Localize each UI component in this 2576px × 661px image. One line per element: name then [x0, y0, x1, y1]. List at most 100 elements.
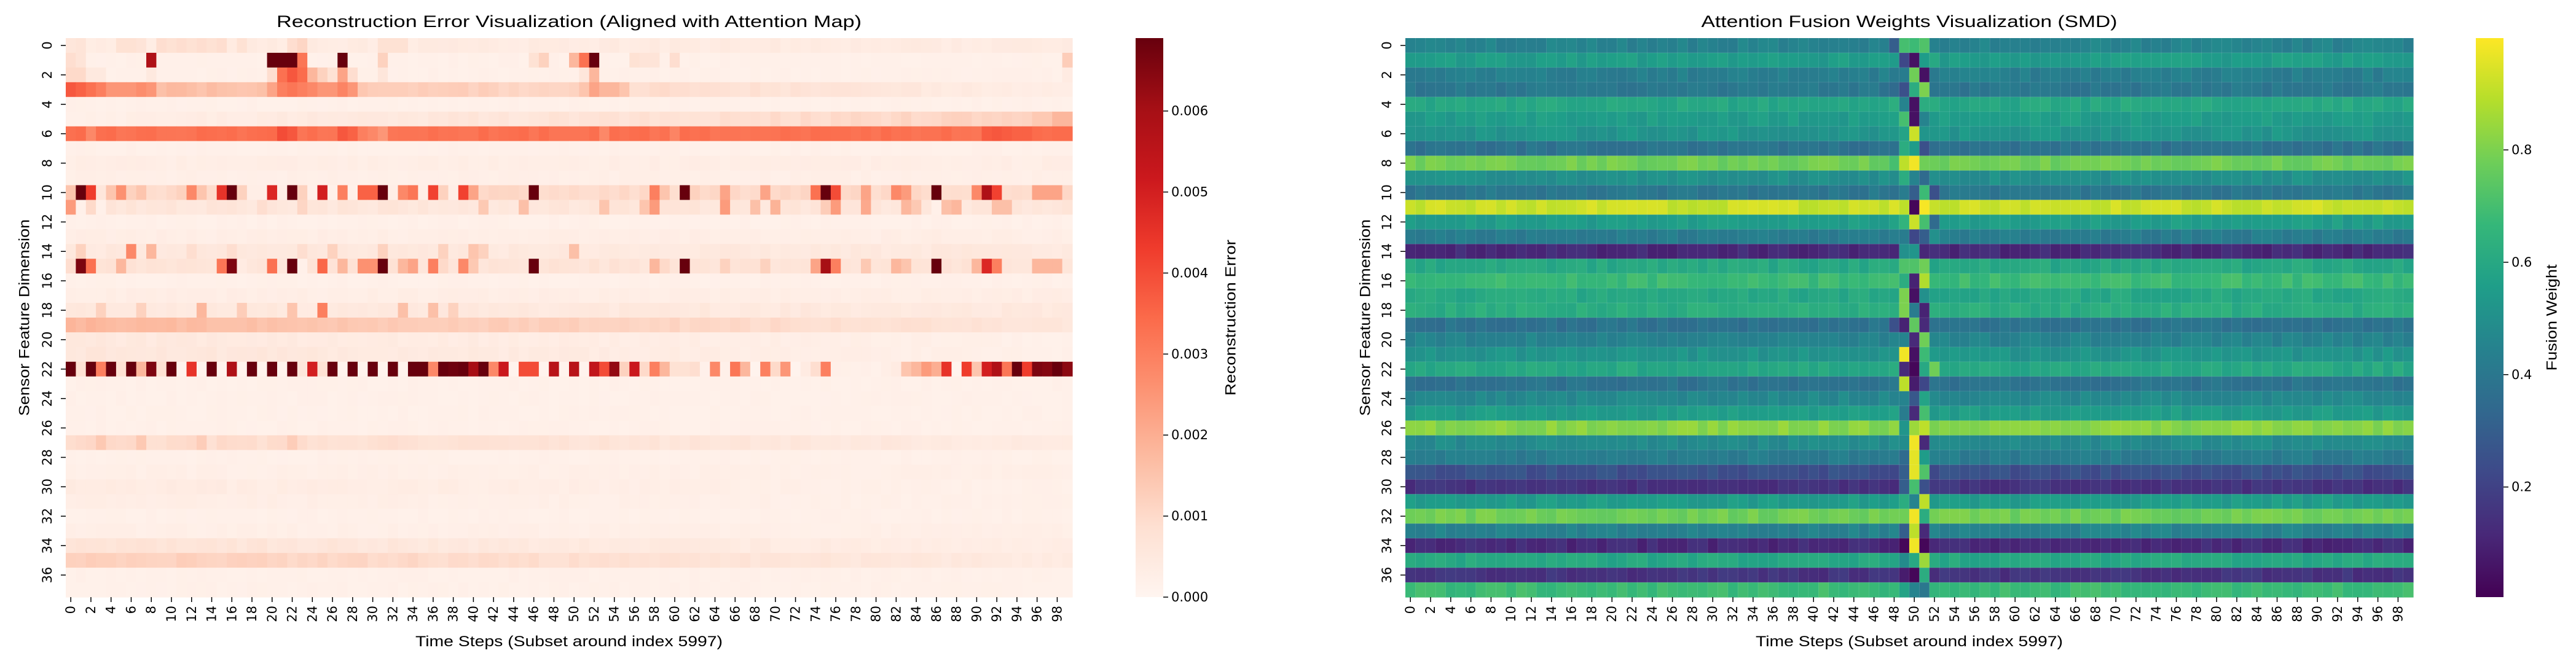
heatmap-cell	[1949, 141, 1960, 157]
heatmap-cell	[619, 67, 630, 83]
heatmap-cell	[1748, 185, 1759, 201]
heatmap-cell	[519, 568, 530, 583]
heatmap-cell	[2373, 155, 2384, 171]
heatmap-cell	[2212, 38, 2222, 53]
heatmap-cell	[2141, 67, 2152, 83]
heatmap-cell	[116, 332, 127, 348]
heatmap-cell	[911, 435, 922, 451]
heatmap-cell	[146, 229, 157, 244]
heatmap-cell	[790, 523, 801, 539]
heatmap-cell	[680, 553, 691, 568]
heatmap-cell	[538, 553, 549, 568]
heatmap-cell	[2080, 52, 2091, 68]
heatmap-cell	[196, 332, 207, 348]
heatmap-cell	[1022, 52, 1033, 68]
heatmap-cell	[327, 273, 338, 289]
heatmap-cell	[730, 259, 741, 274]
heatmap-cell	[2191, 52, 2202, 68]
heatmap-cell	[820, 111, 831, 127]
heatmap-cell	[488, 155, 499, 171]
heatmap-cell	[1062, 523, 1073, 539]
heatmap-cell	[246, 494, 257, 509]
heatmap-cell	[96, 229, 107, 244]
heatmap-cell	[1889, 111, 1900, 127]
heatmap-cell	[841, 391, 852, 407]
heatmap-cell	[830, 185, 841, 201]
heatmap-cell	[297, 141, 308, 157]
heatmap-cell	[1002, 82, 1013, 98]
heatmap-cell	[1778, 38, 1789, 53]
heatmap-cell	[2070, 141, 2081, 157]
x-tick-label: 66	[728, 606, 742, 622]
heatmap-cell	[448, 170, 459, 186]
heatmap-cell	[820, 568, 831, 583]
heatmap-cell	[2141, 82, 2152, 98]
heatmap-cell	[1768, 82, 1779, 98]
heatmap-cell	[2171, 111, 2182, 127]
heatmap-cell	[287, 155, 298, 171]
heatmap-cell	[972, 155, 983, 171]
heatmap-cell	[599, 52, 610, 68]
heatmap-cell	[911, 273, 922, 289]
heatmap-cell	[1939, 170, 1950, 186]
heatmap-cell	[267, 214, 278, 230]
heatmap-cell	[2272, 96, 2283, 112]
heatmap-cell	[468, 435, 479, 451]
heatmap-cell	[458, 67, 469, 83]
heatmap-cell	[961, 303, 972, 318]
heatmap-cell	[246, 52, 257, 68]
heatmap-cell	[1738, 82, 1749, 98]
heatmap-cell	[609, 376, 620, 392]
heatmap-cell	[277, 200, 288, 215]
heatmap-cell	[1798, 38, 1809, 53]
heatmap-cell	[76, 346, 87, 362]
heatmap-cell	[358, 155, 368, 171]
heatmap-cell	[307, 155, 318, 171]
heatmap-cell	[458, 214, 469, 230]
heatmap-cell	[146, 259, 157, 274]
heatmap-cell	[237, 420, 248, 436]
heatmap-cell	[498, 141, 509, 157]
heatmap-cell	[820, 332, 831, 348]
heatmap-cell	[871, 568, 882, 583]
y-tick-label: 10	[40, 184, 55, 201]
heatmap-cell	[156, 141, 167, 157]
heatmap-cell	[418, 229, 429, 244]
heatmap-cell	[891, 553, 902, 568]
heatmap-cell	[841, 538, 852, 553]
heatmap-cell	[710, 185, 721, 201]
heatmap-cell	[257, 126, 268, 142]
heatmap-cell	[85, 214, 96, 230]
heatmap-cell	[156, 420, 167, 436]
heatmap-cell	[347, 582, 358, 598]
heatmap-cell	[388, 464, 399, 480]
heatmap-cell	[750, 52, 761, 68]
heatmap-cell	[991, 38, 1002, 53]
heatmap-cell	[710, 332, 721, 348]
heatmap-cell	[407, 420, 418, 436]
heatmap-cell	[720, 391, 731, 407]
heatmap-cell	[609, 214, 620, 230]
heatmap-cell	[2010, 38, 2020, 53]
heatmap-cell	[911, 244, 922, 259]
heatmap-cell	[176, 38, 187, 53]
heatmap-cell	[659, 553, 670, 568]
heatmap-cell	[1506, 141, 1517, 157]
heatmap-cell	[488, 568, 499, 583]
heatmap-cell	[1697, 141, 1708, 157]
heatmap-cell	[609, 405, 620, 421]
heatmap-cell	[498, 332, 509, 348]
heatmap-cell	[1405, 111, 1416, 127]
heatmap-cell	[559, 391, 570, 407]
heatmap-cell	[2091, 96, 2102, 112]
heatmap-cell	[951, 361, 962, 377]
heatmap-cell	[569, 141, 579, 157]
heatmap-cell	[438, 450, 449, 466]
heatmap-cell	[1708, 185, 1718, 201]
heatmap-cell	[246, 318, 257, 333]
heatmap-cell	[599, 346, 610, 362]
heatmap-cell	[1687, 38, 1698, 53]
heatmap-cell	[1637, 38, 1648, 53]
heatmap-cell	[186, 346, 197, 362]
heatmap-cell	[2141, 141, 2152, 157]
